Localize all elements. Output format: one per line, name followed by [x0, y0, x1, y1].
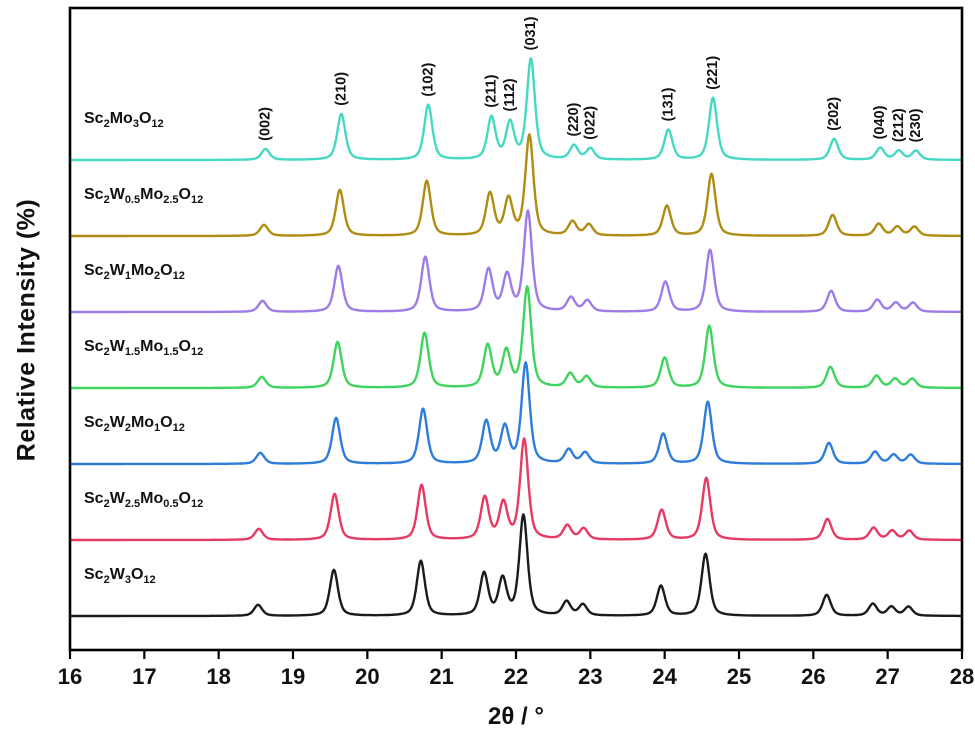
x-tick-label: 16: [58, 664, 82, 689]
series-label-Sc2W2.5Mo0.5O12: Sc2W2.5Mo0.5O12: [84, 490, 204, 511]
x-tick-label: 21: [429, 664, 453, 689]
x-tick-label: 27: [875, 664, 899, 689]
plot-frame: [68, 6, 964, 652]
y-axis-title: Relative Intensity (%): [12, 198, 41, 462]
x-axis-title: 2θ / °: [488, 703, 544, 730]
peak-hkl-label: (210): [333, 72, 349, 106]
x-tick-label: 25: [727, 664, 751, 689]
x-tick-label: 28: [950, 664, 974, 689]
peak-hkl-label: (031): [523, 16, 539, 50]
xrd-trace-Sc2W1.5Mo1.5O12: [68, 285, 964, 390]
x-tick-label: 26: [801, 664, 825, 689]
peak-hkl-label: (220): [566, 102, 582, 136]
peak-hkl-label: (212): [891, 108, 907, 142]
x-tick-label: 20: [355, 664, 379, 689]
peak-hkl-label: (112): [502, 78, 518, 111]
series-label-Sc2W3O12: Sc2W3O12: [84, 566, 156, 587]
peak-hkl-label: (022): [582, 106, 598, 140]
xrd-trace-Sc2W1Mo2O12: [68, 209, 964, 314]
x-tick-label: 17: [132, 664, 156, 689]
xrd-trace-Sc2W3O12: [68, 513, 964, 618]
series-label-Sc2W2Mo1O12: Sc2W2Mo1O12: [84, 414, 185, 435]
xrd-trace-Sc2W2Mo1O12: [68, 361, 964, 466]
x-tick-label: 19: [281, 664, 305, 689]
peak-hkl-label: (221): [705, 56, 721, 90]
peak-hkl-label: (131): [660, 87, 676, 121]
peak-hkl-label: (002): [257, 107, 273, 141]
series-label-Sc2W1Mo2O12: Sc2W1Mo2O12: [84, 262, 185, 283]
peak-hkl-label: (202): [826, 97, 842, 131]
xrd-trace-Sc2Mo3O12: [68, 57, 964, 162]
peak-hkl-label: (102): [420, 63, 436, 97]
peak-hkl-label: (040): [872, 105, 888, 139]
series-label-Sc2Mo3O12: Sc2Mo3O12: [84, 110, 164, 131]
x-tick-label: 18: [206, 664, 230, 689]
xrd-trace-Sc2W2.5Mo0.5O12: [68, 437, 964, 542]
peak-hkl-label: (230): [908, 108, 924, 142]
x-tick-label: 23: [578, 664, 602, 689]
xrd-trace-Sc2W0.5Mo2.5O12: [68, 133, 964, 238]
series-label-Sc2W1.5Mo1.5O12: Sc2W1.5Mo1.5O12: [84, 338, 204, 359]
x-tick-label: 22: [504, 664, 528, 689]
series-label-Sc2W0.5Mo2.5O12: Sc2W0.5Mo2.5O12: [84, 186, 204, 207]
peak-hkl-label: (211): [483, 74, 499, 107]
x-tick-label: 24: [652, 664, 677, 689]
